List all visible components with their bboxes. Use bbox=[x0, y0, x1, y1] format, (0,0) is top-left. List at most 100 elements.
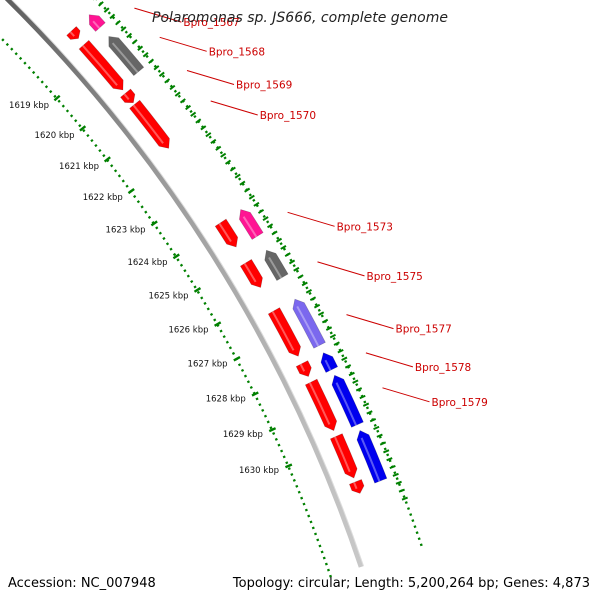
forward-gene-highlight bbox=[123, 93, 130, 100]
scale-tick bbox=[251, 391, 259, 397]
highlight-gene bbox=[88, 14, 106, 32]
scale-tick bbox=[172, 253, 180, 260]
forward-gene bbox=[120, 88, 136, 104]
outer-scale-tick bbox=[142, 52, 149, 58]
scale-tick-label: 1630 kbp bbox=[239, 466, 279, 476]
gene-label: Bpro_1569 bbox=[236, 80, 292, 92]
outer-scale-tick bbox=[185, 104, 192, 111]
scale-tick-label: 1626 kbp bbox=[168, 325, 208, 335]
forward-gene-highlight bbox=[299, 363, 306, 372]
forward-gene-highlight bbox=[82, 44, 118, 86]
outer-scale-tick bbox=[333, 341, 340, 346]
outer-scale-tick bbox=[126, 32, 133, 39]
genome-summary-text: Topology: circular; Length: 5,200,264 bp… bbox=[232, 576, 590, 591]
outer-scale-tick bbox=[313, 303, 321, 309]
gene-label: Bpro_1575 bbox=[367, 271, 423, 283]
outer-scale-tick bbox=[373, 425, 380, 431]
gene-label-layer: Bpro_1567 Bpro_1568 Bpro_1569 Bpro_1570 Bpro… bbox=[134, 7, 488, 409]
highlight-gene-highlight bbox=[92, 20, 101, 29]
pseudo-gene-highlight bbox=[111, 42, 139, 74]
scale-tick-label: 1622 kbp bbox=[83, 193, 123, 203]
outer-scale-tick bbox=[341, 356, 348, 362]
scale-tick-label: 1628 kbp bbox=[206, 395, 246, 405]
gene-label-connector bbox=[210, 100, 258, 116]
gene-label-connector bbox=[134, 7, 182, 23]
outer-scale-tick bbox=[248, 194, 255, 200]
outer-scale-tick bbox=[148, 58, 155, 64]
gene-label-connector bbox=[287, 211, 335, 227]
forward-gene-highlight bbox=[353, 482, 358, 490]
outer-scale-tick bbox=[379, 441, 387, 446]
forward-gene bbox=[267, 307, 301, 357]
outer-scale-tick bbox=[229, 166, 236, 172]
outer-scale-tick bbox=[253, 201, 260, 207]
forward-gene bbox=[214, 218, 239, 248]
forward-gene-highlight bbox=[218, 222, 232, 243]
scale-tick bbox=[193, 287, 202, 293]
scale-tick-label: 1624 kbp bbox=[127, 258, 167, 268]
feature-layer bbox=[66, 14, 388, 494]
gene-label: Bpro_1573 bbox=[337, 221, 393, 233]
accession-text: Accession: NC_007948 bbox=[8, 576, 156, 591]
forward-gene bbox=[239, 258, 263, 288]
gene-label: Bpro_1578 bbox=[415, 362, 471, 374]
gene-label: Bpro_1577 bbox=[396, 324, 452, 336]
outer-scale-tick bbox=[131, 39, 138, 45]
scale-tick bbox=[233, 356, 241, 362]
scale-tick bbox=[284, 463, 293, 469]
outer-scale-tick bbox=[225, 159, 232, 165]
outer-dotted-arc bbox=[95, 0, 423, 547]
outer-scale-tick bbox=[337, 348, 344, 354]
scale-tick-label: 1621 kbp bbox=[59, 162, 99, 172]
outer-scale-tick bbox=[137, 45, 144, 51]
outer-scale-tick bbox=[280, 244, 287, 250]
outer-scale-tick bbox=[115, 19, 121, 26]
gene-label-connector bbox=[382, 387, 430, 403]
outer-scale-tick bbox=[205, 132, 212, 138]
forward-gene bbox=[66, 26, 81, 40]
outer-scale-tick bbox=[355, 387, 363, 392]
outer-scale-tick bbox=[195, 118, 202, 124]
gene-label-connector bbox=[317, 261, 365, 277]
reverse-gene bbox=[356, 430, 388, 484]
outer-scale-tick bbox=[262, 216, 269, 222]
scale-tick bbox=[127, 188, 135, 195]
highlight-gene-highlight bbox=[242, 216, 258, 238]
outer-scale-tick bbox=[401, 496, 408, 501]
forward-gene bbox=[304, 378, 338, 432]
forward-gene-highlight bbox=[308, 382, 331, 425]
forward-gene bbox=[129, 99, 170, 149]
gene-label-connector bbox=[186, 70, 235, 85]
scale-layer: 1619 kbp 1620 kbp 1621 kbp 1622 kbp 1623 kbp… bbox=[0, 0, 423, 578]
outer-scale-tick bbox=[395, 480, 402, 485]
outer-scale-tick bbox=[329, 333, 336, 339]
outer-scale-tick bbox=[369, 418, 377, 423]
backbone-highlight bbox=[11, 0, 365, 567]
reverse-gene-highlight bbox=[324, 359, 332, 371]
outer-scale-tick bbox=[301, 281, 308, 287]
outer-scale-tick bbox=[297, 274, 304, 279]
outer-scale-tick bbox=[305, 288, 312, 294]
outer-scale-tick bbox=[317, 311, 325, 316]
forward-gene-highlight bbox=[271, 311, 295, 351]
outer-scale-tick bbox=[376, 433, 383, 438]
outer-scale-tick bbox=[284, 252, 291, 258]
scale-tick bbox=[150, 220, 158, 227]
outer-scale-tick bbox=[179, 98, 186, 104]
misc-gene-highlight bbox=[296, 305, 320, 347]
forward-gene bbox=[349, 479, 365, 494]
outer-scale-tick bbox=[362, 402, 370, 407]
outer-scale-tick bbox=[220, 152, 227, 158]
forward-gene bbox=[329, 433, 358, 479]
gene-label-connector bbox=[346, 314, 394, 330]
forward-gene bbox=[78, 39, 124, 91]
outer-scale-tick bbox=[169, 84, 176, 91]
outer-scale-tick bbox=[325, 326, 333, 331]
outer-scale-tick bbox=[321, 318, 329, 324]
backbone-arc bbox=[4, 0, 364, 568]
outer-scale-tick bbox=[275, 237, 283, 243]
outer-scale-tick bbox=[210, 138, 217, 145]
outer-scale-tick bbox=[366, 410, 373, 415]
